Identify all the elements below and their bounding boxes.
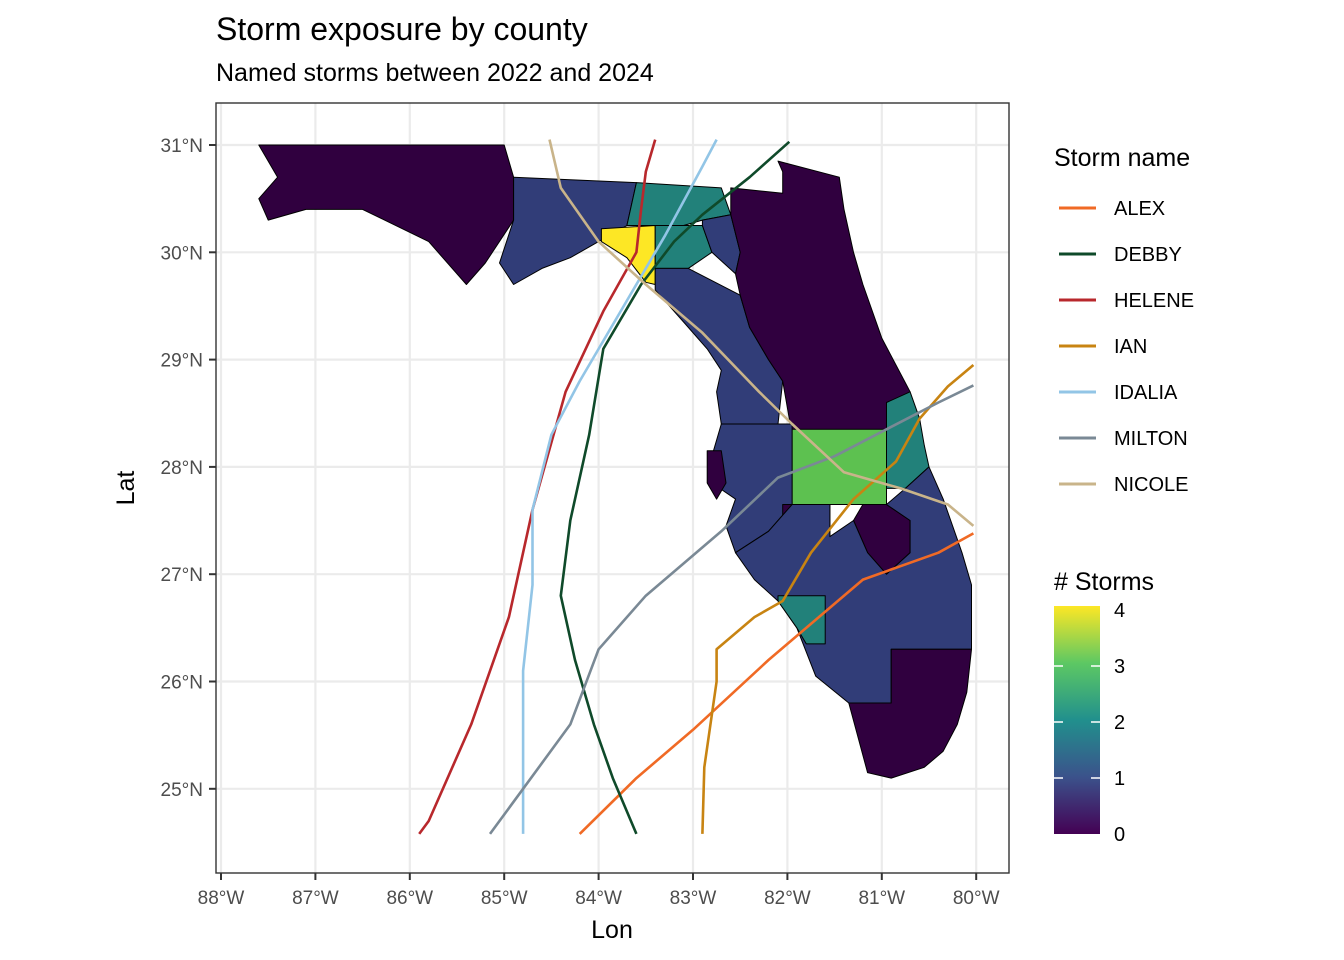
legend-label-helene: HELENE xyxy=(1114,290,1194,312)
y-axis-title: Lat xyxy=(112,471,140,506)
legend-label-nicole: NICOLE xyxy=(1114,474,1188,496)
storm-track-idalia xyxy=(521,138,718,834)
legend-label-milton: MILTON xyxy=(1114,428,1188,450)
y-axis: 25°N 26°N 27°N 28°N 29°N 30°N 31°N xyxy=(161,136,216,801)
x-tick-label: 86°W xyxy=(386,888,433,909)
chart-subtitle: Named storms between 2022 and 2024 xyxy=(216,59,654,87)
fill-legend-title: # Storms xyxy=(1054,568,1154,596)
x-tick-label: 81°W xyxy=(858,888,905,909)
legend-label-debby: DEBBY xyxy=(1114,244,1182,266)
colorbar-label: 3 xyxy=(1114,656,1125,678)
color-legend-title: Storm name xyxy=(1054,144,1190,172)
x-tick-label: 87°W xyxy=(292,888,339,909)
y-tick-label: 27°N xyxy=(161,565,203,586)
y-tick-label: 30°N xyxy=(161,243,203,264)
storm-track-milton xyxy=(488,384,974,835)
storm-tracks xyxy=(418,138,975,835)
county-polygons xyxy=(258,144,972,779)
y-tick-label: 29°N xyxy=(161,351,203,372)
colorbar-label: 0 xyxy=(1114,824,1125,846)
legend-label-alex: ALEX xyxy=(1114,198,1165,220)
fill-legend: # Storms 0 1 2 3 4 xyxy=(1054,568,1154,846)
x-tick-label: 80°W xyxy=(953,888,1000,909)
y-tick-label: 25°N xyxy=(161,780,203,801)
x-tick-label: 82°W xyxy=(764,888,811,909)
county-region xyxy=(735,466,972,704)
y-tick-label: 28°N xyxy=(161,458,203,479)
storm-track-ian xyxy=(701,364,975,834)
y-tick-label: 26°N xyxy=(161,673,203,694)
storm-track-alex xyxy=(578,532,975,835)
colorbar-label: 1 xyxy=(1114,768,1125,790)
storm-track-debby xyxy=(559,140,791,835)
x-tick-label: 84°W xyxy=(575,888,622,909)
county-region xyxy=(777,595,826,645)
colorbar-label: 4 xyxy=(1114,600,1125,622)
colorbar-label: 2 xyxy=(1114,712,1125,734)
colorbar xyxy=(1054,606,1100,834)
chart-title: Storm exposure by county xyxy=(216,11,588,47)
y-tick-label: 31°N xyxy=(161,136,203,157)
county-region xyxy=(654,225,713,269)
x-tick-label: 88°W xyxy=(198,888,245,909)
county-region xyxy=(848,648,972,779)
county-region xyxy=(258,144,515,285)
x-tick-label: 83°W xyxy=(670,888,717,909)
panel-border xyxy=(215,102,1010,874)
legend-label-idalia: IDALIA xyxy=(1114,382,1178,404)
county-region xyxy=(706,450,727,500)
x-axis-title: Lon xyxy=(591,916,633,944)
x-tick-label: 85°W xyxy=(481,888,528,909)
storm-track-nicole xyxy=(548,139,975,527)
storm-track-helene xyxy=(418,139,657,835)
legend-label-ian: IAN xyxy=(1114,336,1147,358)
x-axis: 88°W 87°W 86°W 85°W 84°W 83°W 82°W 81°W 80°W xyxy=(198,873,1000,909)
color-legend: Storm name ALEX DEBBY HELENE IAN IDALIA MILTO… xyxy=(1054,144,1194,496)
